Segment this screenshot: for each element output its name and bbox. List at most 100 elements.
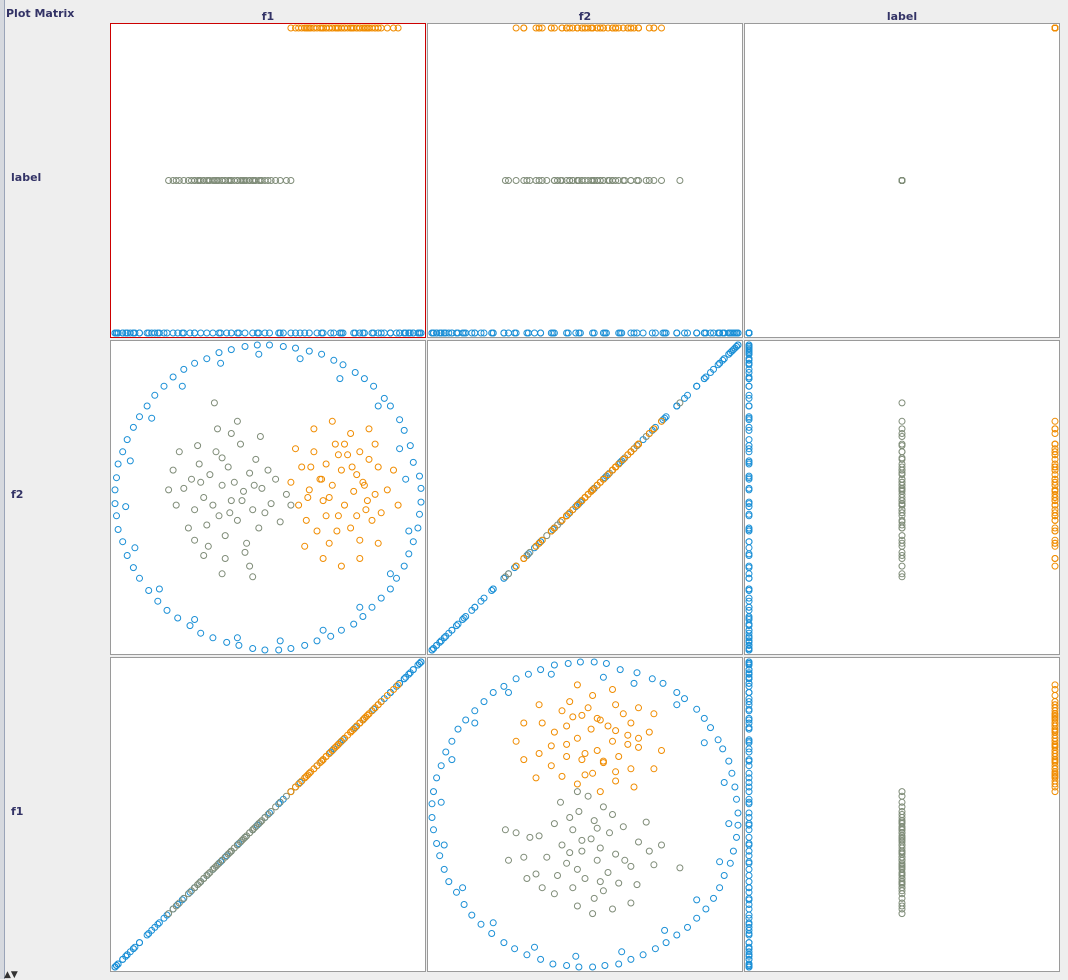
data-point [609,737,616,745]
data-point [123,552,131,559]
data-point [336,375,344,383]
data-point [165,910,173,918]
data-point [348,727,356,735]
data-point [639,951,647,959]
data-point [175,177,183,184]
data-point [122,329,130,337]
data-point [175,448,183,456]
data-point [227,497,235,505]
data-point [576,658,584,666]
data-point [327,329,335,337]
data-point [194,442,202,450]
data-point [593,856,601,864]
cell-f1-vs-label[interactable] [744,657,1060,972]
data-point [325,24,333,32]
data-point [745,943,753,951]
data-point [578,177,586,184]
data-point [480,698,488,706]
data-point [745,783,753,791]
data-point [1051,24,1059,32]
data-point [1051,542,1059,550]
cell-label-vs-f1[interactable] [110,23,426,338]
data-point [898,833,906,841]
data-point [165,177,173,184]
data-point [618,329,626,337]
data-point [898,433,906,440]
data-point [693,914,701,922]
data-point [417,498,425,506]
data-point [302,516,310,524]
data-point [745,795,753,803]
data-point [180,894,188,902]
data-point [1051,719,1059,727]
data-point [218,481,226,489]
data-point [330,356,338,364]
data-point [169,905,177,913]
cell-f1-vs-f1[interactable] [110,657,426,972]
data-point [520,555,528,562]
data-point [693,329,701,337]
data-point [111,486,119,494]
data-point [249,826,257,834]
data-point [599,803,607,811]
data-point [1051,681,1059,689]
resize-handle-icon[interactable]: ▲▼ [4,970,18,980]
data-point [489,329,497,337]
cell-f1-vs-f2[interactable] [427,657,743,972]
data-point [460,614,468,622]
data-point [596,24,604,32]
data-point [1051,516,1059,524]
cell-f2-vs-label[interactable] [744,340,1060,655]
data-point [635,838,642,846]
data-point [661,926,669,934]
data-point [353,512,361,520]
cell-label-vs-f2[interactable] [427,23,743,338]
data-point [745,574,753,582]
data-point [650,710,658,718]
data-point [215,349,223,357]
data-point [700,375,708,383]
data-point [898,910,906,918]
data-point [305,329,313,337]
data-point [400,562,408,570]
data-point [440,329,448,337]
data-point [745,375,753,383]
data-point [714,361,722,369]
cell-f2-vs-f2[interactable] [427,340,743,655]
cell-label-vs-label[interactable] [744,23,1060,338]
data-point [563,962,571,969]
data-point [416,660,423,667]
data-point [114,960,122,968]
data-point [206,471,214,479]
data-point [328,481,336,489]
data-point [440,841,448,849]
data-point [581,750,589,757]
data-point [448,329,456,337]
data-point [684,923,691,931]
data-point [267,177,275,184]
data-point [336,329,344,337]
data-point [454,725,462,733]
data-point [520,719,528,727]
data-point [1051,771,1059,779]
data-point [898,847,906,855]
data-point [428,814,436,821]
data-point [351,369,359,376]
data-point [1051,448,1059,456]
data-point [459,329,467,337]
data-point [393,574,400,582]
data-point [745,382,753,390]
data-point [714,736,722,744]
data-point [390,686,397,693]
data-point [720,355,728,363]
data-point [681,329,688,337]
data-point [264,177,272,184]
data-point [505,856,512,864]
data-point [347,430,355,437]
data-point [590,894,598,902]
data-point [233,329,241,337]
data-point [702,905,710,913]
data-point [360,375,368,383]
cell-f2-vs-f1[interactable] [110,340,426,655]
data-point [184,524,192,532]
